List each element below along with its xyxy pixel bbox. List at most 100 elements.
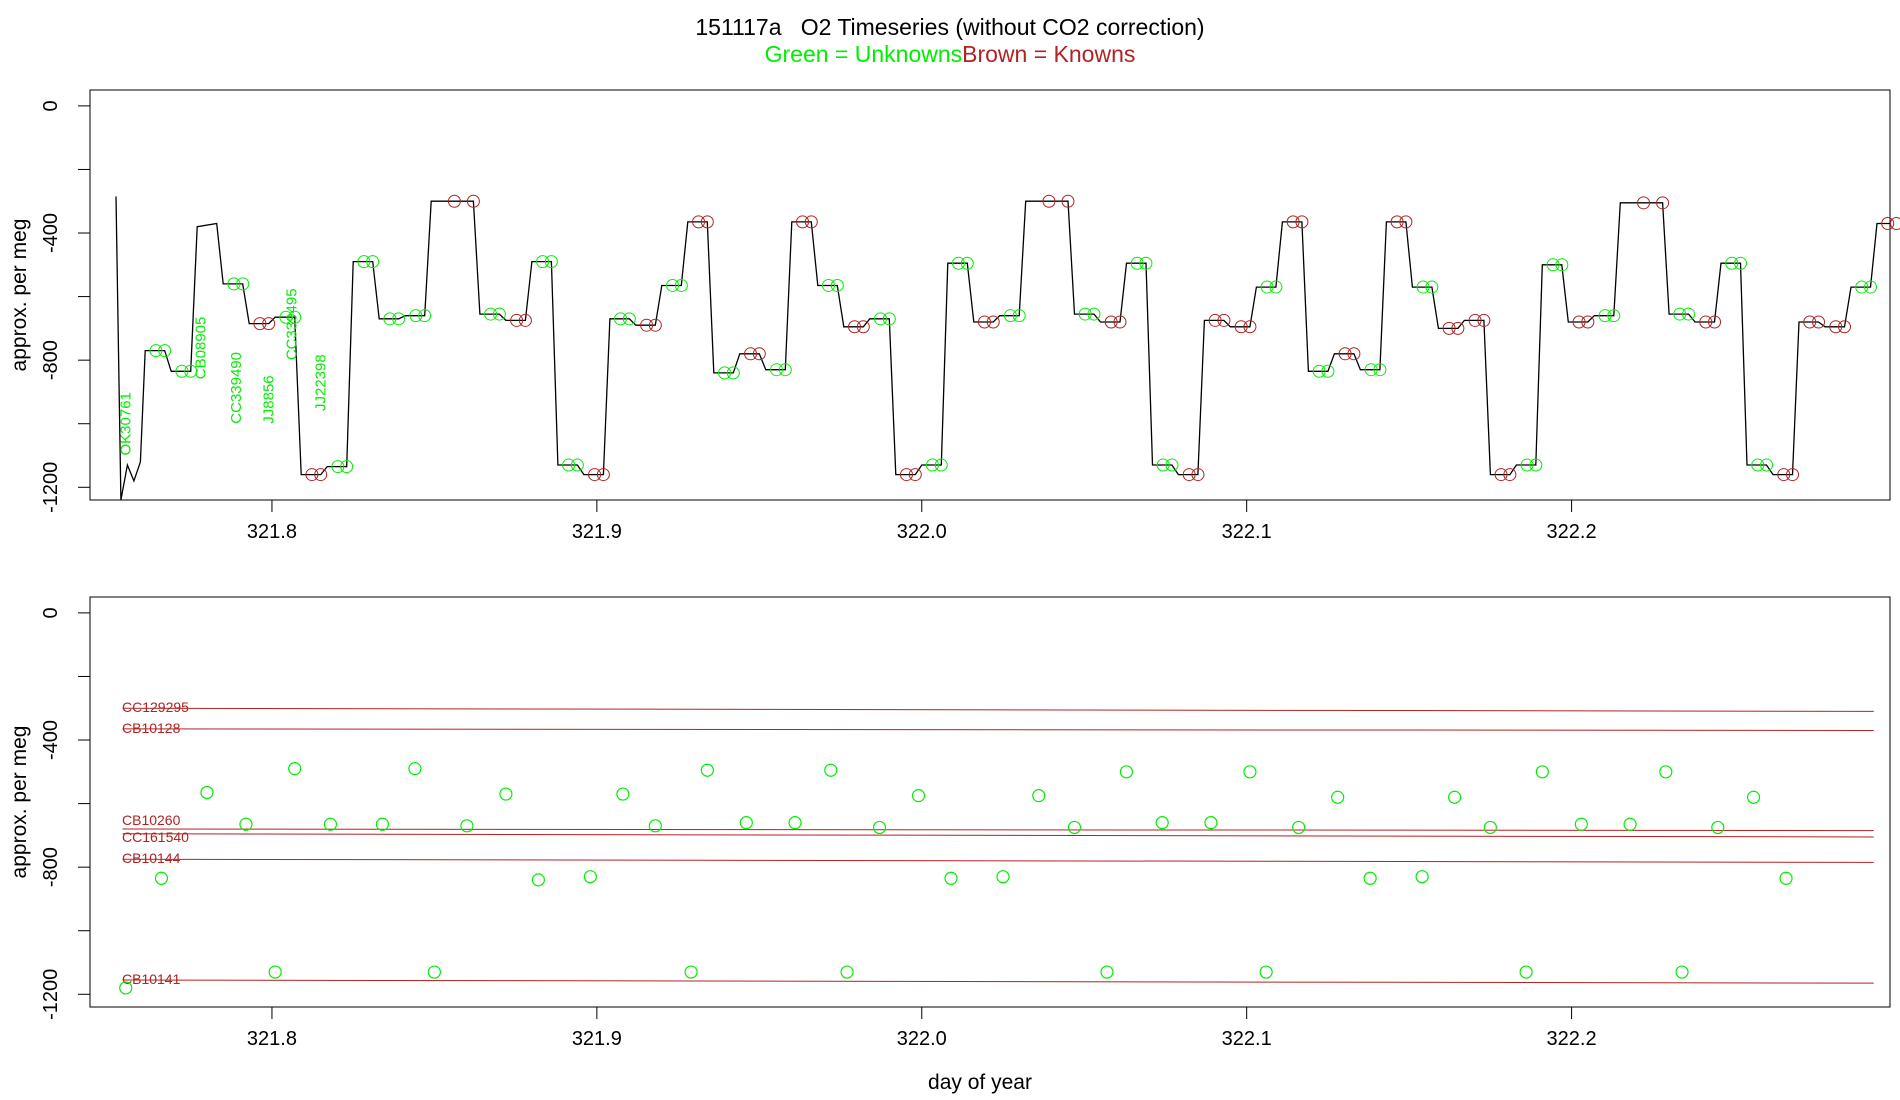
unknown-point [1119, 765, 1134, 779]
known-line-label: CC161540 [122, 829, 189, 845]
subtitle-unknowns: Green = Unknowns [764, 41, 963, 67]
unknown-marker [288, 310, 302, 324]
unknown-point [1243, 765, 1257, 779]
x-tick-label: 321.8 [247, 521, 297, 543]
unknown-marker [770, 363, 784, 377]
unknown-marker [149, 344, 163, 358]
plot-frame [89, 596, 1891, 1008]
unknown-point [1535, 765, 1549, 779]
known-marker [447, 194, 461, 208]
plot-frame [89, 89, 1891, 501]
known-marker [1234, 320, 1248, 334]
unknown-marker [418, 309, 432, 323]
known-marker [1812, 315, 1826, 329]
unknown-point [1067, 820, 1082, 835]
x-tick-label: 322.1 [1222, 1028, 1272, 1050]
known-marker [899, 468, 913, 482]
unknown-marker [357, 255, 371, 269]
known-line [122, 858, 1874, 863]
unknown-point [1032, 789, 1046, 803]
y-tick-label: -800 [40, 340, 62, 380]
known-marker [1390, 215, 1404, 229]
known-marker [1656, 196, 1670, 210]
known-marker [1572, 315, 1586, 329]
known-marker [1243, 320, 1257, 334]
title-block: 151117a O2 Timeseries (without CO2 corre… [0, 14, 1900, 68]
unknown-marker [1087, 307, 1101, 321]
unknown-marker [227, 277, 241, 291]
unknown-marker [1312, 364, 1326, 378]
unknown-marker [718, 366, 732, 380]
unknown-marker [1012, 309, 1026, 323]
unknown-marker [1269, 280, 1283, 294]
known-marker [262, 317, 276, 331]
unknown-point [996, 870, 1010, 884]
subtitle-knowns: Brown = Knowns [962, 41, 1136, 67]
unknown-marker [409, 309, 423, 323]
unknown-point [1623, 817, 1637, 831]
known-marker [700, 215, 714, 229]
y-tick-label: -1200 [40, 969, 62, 1020]
unknown-point [1259, 965, 1273, 979]
unknown-point [427, 965, 442, 979]
unknown-point [700, 763, 714, 777]
known-marker [1803, 315, 1817, 329]
unknown-point [1363, 871, 1377, 885]
known-marker [314, 468, 328, 482]
unknown-marker [1607, 309, 1621, 323]
known-marker [1042, 194, 1056, 208]
unknown-point [200, 785, 214, 800]
x-tick-label: 321.9 [572, 521, 622, 543]
unknown-marker [392, 312, 406, 326]
unknown-point [1519, 965, 1533, 979]
known-marker [692, 215, 706, 229]
known-marker [744, 347, 758, 361]
known-marker [1442, 321, 1456, 335]
unknown-point [944, 871, 958, 885]
known-marker [640, 318, 654, 332]
unknown-marker [484, 307, 498, 321]
known-marker [1494, 468, 1508, 482]
known-marker [1113, 315, 1127, 329]
unknown-marker [1156, 458, 1170, 472]
unknown-point [684, 965, 698, 979]
known-marker [1708, 315, 1722, 329]
known-marker [588, 468, 602, 482]
known-line-label: CB10141 [122, 971, 181, 987]
unknown-point [499, 787, 513, 801]
unknown-marker [951, 256, 965, 270]
panel-top: 0 -400 -800 -1200 321.8 321.9 322.0 322.1 322.2 a… [8, 89, 1900, 543]
unknown-point [239, 817, 253, 831]
x-tick-label: 321.9 [572, 1028, 622, 1050]
unknown-marker [1130, 256, 1144, 270]
unknown-marker [1003, 309, 1017, 323]
known-marker [1838, 320, 1852, 334]
known-marker [856, 320, 870, 334]
unknown-marker [1598, 309, 1612, 323]
unknown-marker [570, 458, 584, 472]
unknown-point [1155, 816, 1169, 830]
unknown-point [1675, 965, 1689, 979]
known-line-label: CB10260 [122, 812, 181, 828]
unknown-marker [1373, 363, 1387, 377]
unknown-point [531, 873, 545, 887]
unknown-marker [874, 312, 888, 326]
known-marker [253, 317, 267, 331]
known-marker [1829, 320, 1843, 334]
known-marker [305, 468, 319, 482]
known-line [122, 728, 1874, 731]
chart-title: 151117a O2 Timeseries (without CO2 corre… [695, 14, 1205, 40]
unknown-marker [340, 460, 354, 474]
unknown-marker [822, 278, 836, 292]
known-line [122, 833, 1874, 838]
unknown-point [616, 787, 630, 801]
unknown-marker [1682, 307, 1696, 321]
unknown-marker [1751, 458, 1765, 472]
unknown-marker [882, 312, 896, 326]
known-marker [1295, 215, 1309, 229]
unknown-marker [1520, 458, 1534, 472]
unknown-point [408, 762, 422, 776]
unknown-point [323, 817, 338, 831]
unknown-point [1746, 790, 1761, 804]
unknown-sample-label: JJ8856 [261, 375, 278, 423]
